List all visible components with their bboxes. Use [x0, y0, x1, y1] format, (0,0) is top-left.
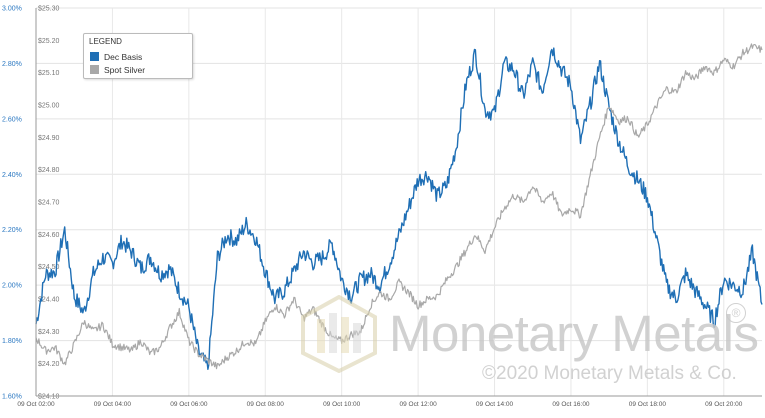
series-line-spot-silver [35, 43, 763, 370]
right-tick-label: $24.60 [38, 232, 60, 239]
legend-label: Dec Basis [104, 51, 143, 62]
right-tick-label: $24.40 [38, 297, 60, 304]
x-tick-label: 09 Oct 14:00 [476, 401, 514, 408]
right-tick-label: $25.20 [38, 38, 60, 45]
left-tick-label: 2.40% [2, 172, 22, 179]
x-tick-label: 09 Oct 04:00 [94, 401, 132, 408]
x-axis-ticks: 09 Oct 02:00 09 Oct 04:00 09 Oct 06:00 09 O… [17, 401, 742, 408]
legend-label: Spot Silver [104, 64, 146, 75]
watermark-copyright: ©2020 Monetary Metals & Co. [482, 363, 737, 384]
right-tick-label: $24.30 [38, 329, 60, 336]
left-tick-label: 2.80% [2, 61, 22, 68]
right-tick-label: $25.00 [38, 103, 60, 110]
right-tick-label: $24.20 [38, 361, 60, 368]
legend: LEGEND Dec Basis Spot Silver [83, 33, 193, 79]
x-tick-label: 09 Oct 10:00 [323, 401, 361, 408]
legend-swatch-dec-basis [90, 52, 99, 61]
right-tick-label: $25.30 [38, 6, 60, 13]
x-tick-label: 09 Oct 20:00 [705, 401, 743, 408]
right-tick-label: $24.70 [38, 200, 60, 207]
series-line-dec-basis [35, 47, 763, 370]
right-tick-label: $24.90 [38, 135, 60, 142]
left-tick-label: 1.80% [2, 338, 22, 345]
legend-title: LEGEND [89, 37, 122, 46]
x-tick-label: 09 Oct 16:00 [552, 401, 590, 408]
left-tick-label: 2.00% [2, 283, 22, 290]
right-tick-label: $25.10 [38, 70, 60, 77]
x-tick-label: 09 Oct 12:00 [399, 401, 437, 408]
watermark-name: Monetary Metals [389, 305, 759, 362]
left-tick-label: 3.00% [2, 6, 22, 13]
right-tick-label: $24.10 [38, 394, 60, 401]
x-tick-label: 09 Oct 06:00 [170, 401, 208, 408]
x-tick-label: 09 Oct 18:00 [629, 401, 667, 408]
registered-mark: ® [726, 303, 746, 323]
x-tick-label: 09 Oct 08:00 [247, 401, 285, 408]
right-axis-ticks: $25.30 $25.20 $25.10 $25.00 $24.90 $24.80 $24.… [38, 6, 60, 401]
right-tick-label: $24.80 [38, 167, 60, 174]
legend-entry-spot-silver[interactable]: Spot Silver [90, 64, 145, 75]
left-tick-label: 1.60% [2, 394, 22, 401]
left-tick-label: 2.60% [2, 116, 22, 123]
x-tick-label: 09 Oct 02:00 [17, 401, 55, 408]
monetary-metals-logo-icon [301, 295, 377, 373]
left-tick-label: 2.20% [2, 227, 22, 234]
legend-entry-dec-basis[interactable]: Dec Basis [90, 51, 142, 62]
right-tick-label: $24.50 [38, 264, 60, 271]
left-axis-ticks: 3.00% 2.80% 2.60% 2.40% 2.20% 2.00% 1.80% 1.60% [2, 6, 22, 401]
legend-swatch-spot-silver [90, 65, 99, 74]
series-lines [35, 43, 763, 370]
